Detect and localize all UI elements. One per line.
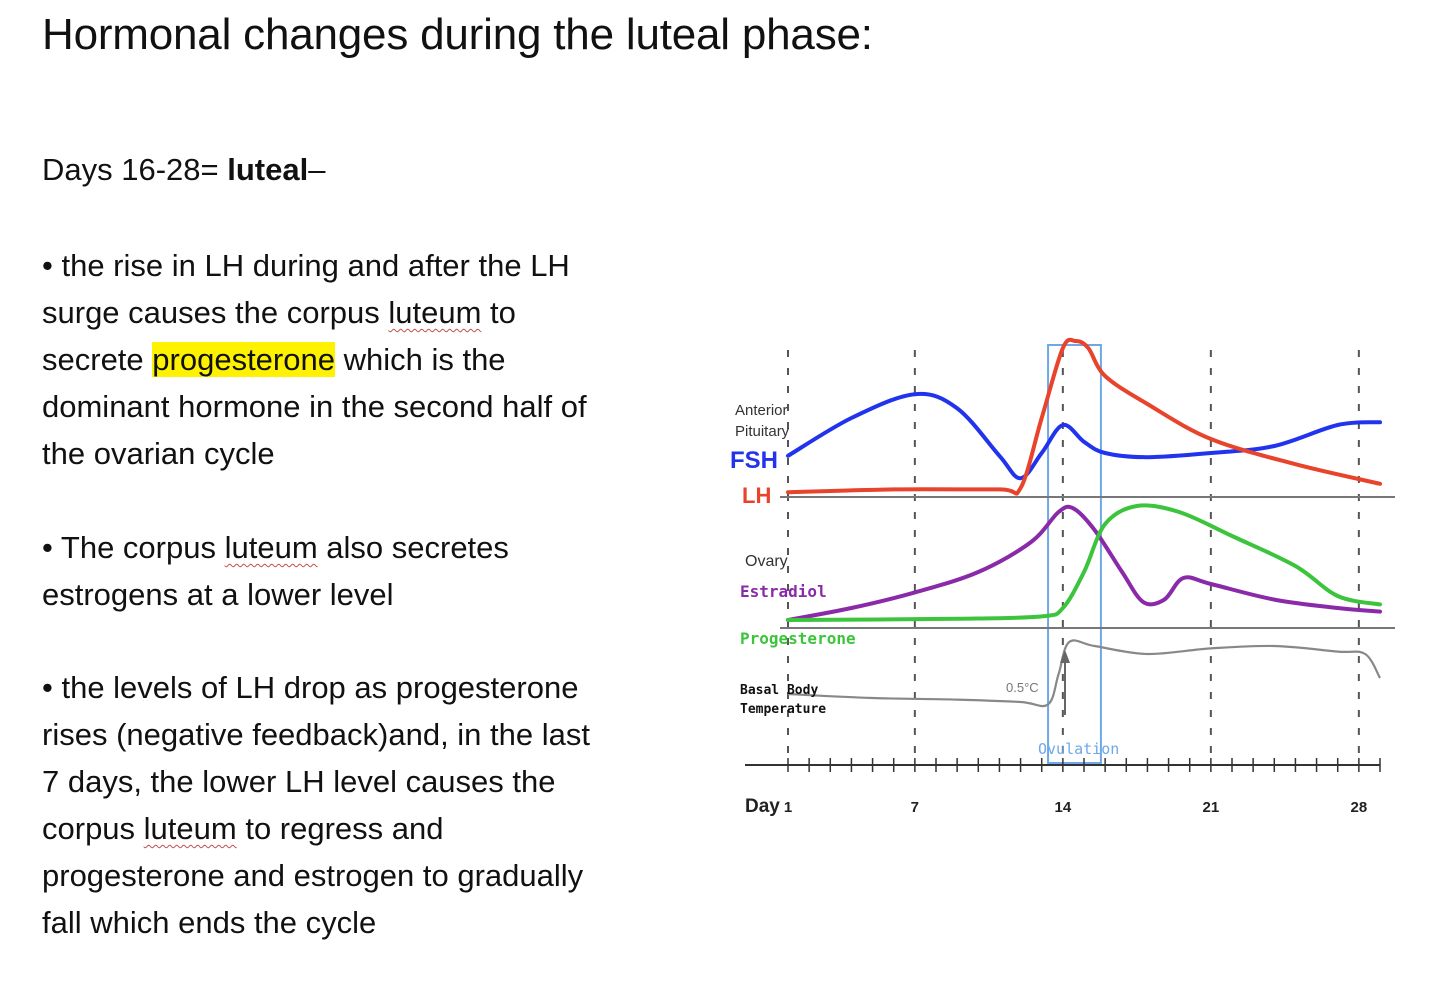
p1-line-1: • the rise in LH during and after the LH	[42, 248, 570, 283]
fsh-curve	[786, 391, 1382, 481]
estradiol-curve	[786, 504, 1382, 622]
spellcheck-word: luteum	[224, 530, 318, 565]
p3-line-3: 7 days, the lower LH level causes the	[42, 764, 556, 799]
day-label-28: 28	[1351, 799, 1368, 816]
day-axis-title: Day	[745, 796, 780, 817]
paragraph-estrogens: • The corpus luteum also secretes estrog…	[42, 524, 722, 618]
fsh-label: FSH	[730, 447, 778, 474]
p3-line-4c: to regress and	[236, 811, 444, 846]
temperature-delta-label: 0.5°C	[1006, 680, 1039, 695]
p2-line-2: estrogens at a lower level	[42, 577, 394, 612]
progesterone-label: Progesterone	[740, 629, 856, 648]
p3-line-2: rises (negative feedback)and, in the las…	[42, 717, 590, 752]
ovarian-cycle-figure: 1 7 14 21 28 Anterior Pituitary FSH LH Ovary…	[720, 330, 1420, 850]
day-label-21: 21	[1203, 799, 1220, 816]
p1-line-3c: which is the	[334, 342, 506, 377]
spellcheck-word: luteum	[388, 295, 482, 330]
p2-line-1c: also secretes	[317, 530, 509, 565]
ovulation-window-box	[1047, 344, 1102, 764]
estradiol-label: Estradiol	[740, 582, 827, 601]
luteal-heading-prefix: Days 16-28=	[42, 152, 228, 187]
temperature-curve	[787, 639, 1381, 708]
temperature-rise-arrowhead	[1060, 650, 1070, 663]
p2-line-1: • The corpus luteum also secretes	[42, 524, 722, 571]
p1-line-2a: surge causes the corpus	[42, 295, 389, 330]
pituitary-label: Pituitary	[735, 423, 790, 440]
page-title: Hormonal changes during the luteal phase…	[42, 10, 873, 59]
p1-line-5: the ovarian cycle	[42, 436, 275, 471]
ovary-label: Ovary	[745, 553, 788, 570]
day-label-7: 7	[911, 799, 919, 816]
p1-line-3a: secrete	[42, 342, 153, 377]
luteal-heading-bold: luteal	[227, 152, 309, 187]
day-label-1: 1	[784, 799, 792, 816]
day-axis-ticks	[787, 758, 1381, 772]
spellcheck-word: luteum	[143, 811, 237, 846]
temperature-label: Temperature	[740, 702, 826, 717]
day-gridlines	[787, 350, 1360, 765]
p1-line-4: dominant hormone in the second half of	[42, 389, 587, 424]
basal-body-label: Basal Body	[740, 683, 818, 698]
p1-line-2c: to	[481, 295, 516, 330]
luteal-heading-suffix: –	[308, 152, 326, 187]
progesterone-curve	[786, 503, 1382, 622]
day-axis-labels: 1 7 14 21 28	[784, 799, 1367, 816]
ovulation-label: Ovulation	[1038, 740, 1119, 758]
p1-line-2: surge causes the corpus luteum to	[42, 289, 722, 336]
p3-line-6: fall which ends the cycle	[42, 905, 377, 940]
p3-line-4: corpus luteum to regress and	[42, 805, 722, 852]
p2-line-1a: • The corpus	[42, 530, 225, 565]
lh-label: LH	[742, 483, 771, 508]
ovarian-cycle-diagram: 1 7 14 21 28 Anterior Pituitary FSH LH Ovary…	[730, 337, 1395, 817]
p3-line-4a: corpus	[42, 811, 144, 846]
anterior-label: Anterior	[735, 402, 788, 419]
paragraph-lh-rise: • the rise in LH during and after the LH…	[42, 242, 722, 477]
p3-line-5: progesterone and estrogen to gradually	[42, 858, 584, 893]
luteal-heading: Days 16-28= luteal–	[42, 152, 325, 188]
p3-line-1: • the levels of LH drop as progesterone	[42, 670, 579, 705]
p1-line-3: secrete progesterone which is the	[42, 336, 722, 383]
paragraph-lh-drop: • the levels of LH drop as progesterone …	[42, 664, 722, 946]
day-label-14: 14	[1055, 799, 1072, 816]
highlighted-word: progesterone	[152, 342, 335, 377]
lh-curve	[786, 337, 1382, 496]
